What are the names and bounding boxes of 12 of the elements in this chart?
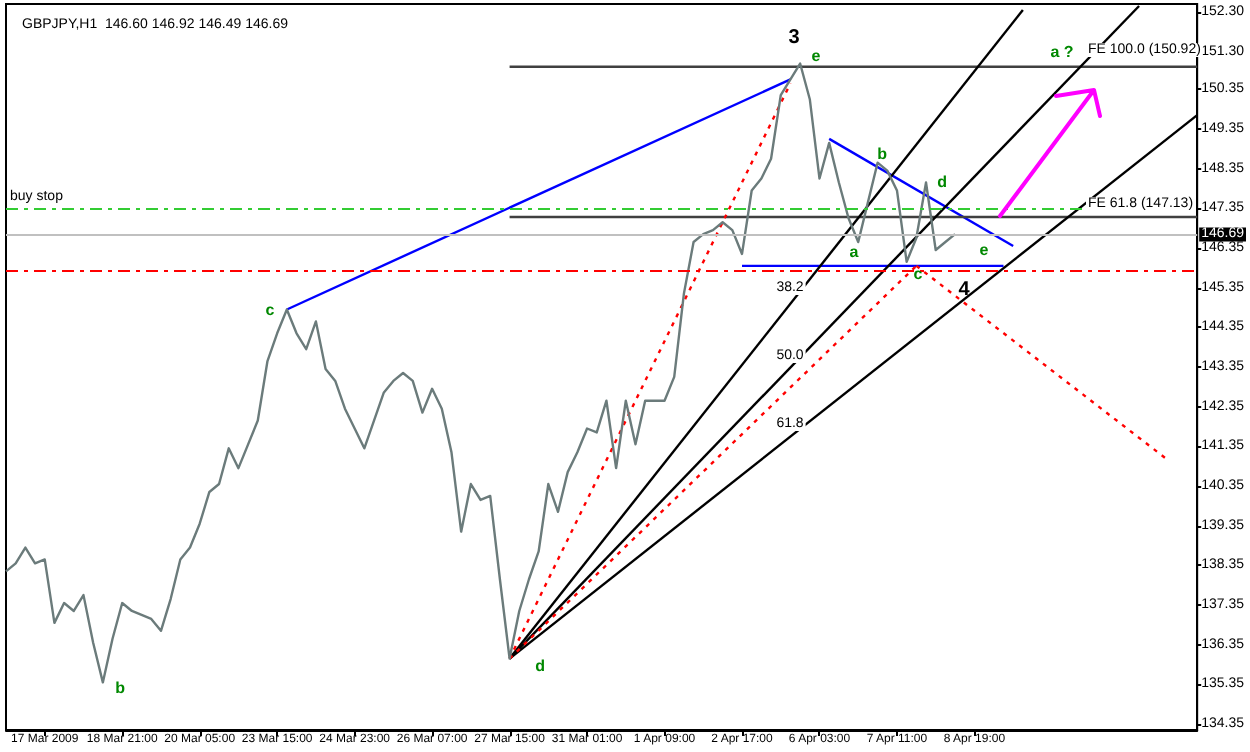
annotation: 3	[788, 27, 801, 49]
annotation: a ?	[1050, 43, 1074, 61]
annotation: b	[115, 679, 126, 697]
annotation: c	[913, 265, 924, 283]
annotation: e	[811, 47, 822, 65]
annotation: d	[535, 657, 546, 675]
annotation: d	[937, 173, 948, 191]
annotation: b	[877, 145, 888, 163]
annotation: c	[265, 301, 276, 319]
annotation: 4	[958, 279, 971, 301]
annotation: e	[979, 241, 990, 259]
annotation: a	[849, 243, 860, 261]
